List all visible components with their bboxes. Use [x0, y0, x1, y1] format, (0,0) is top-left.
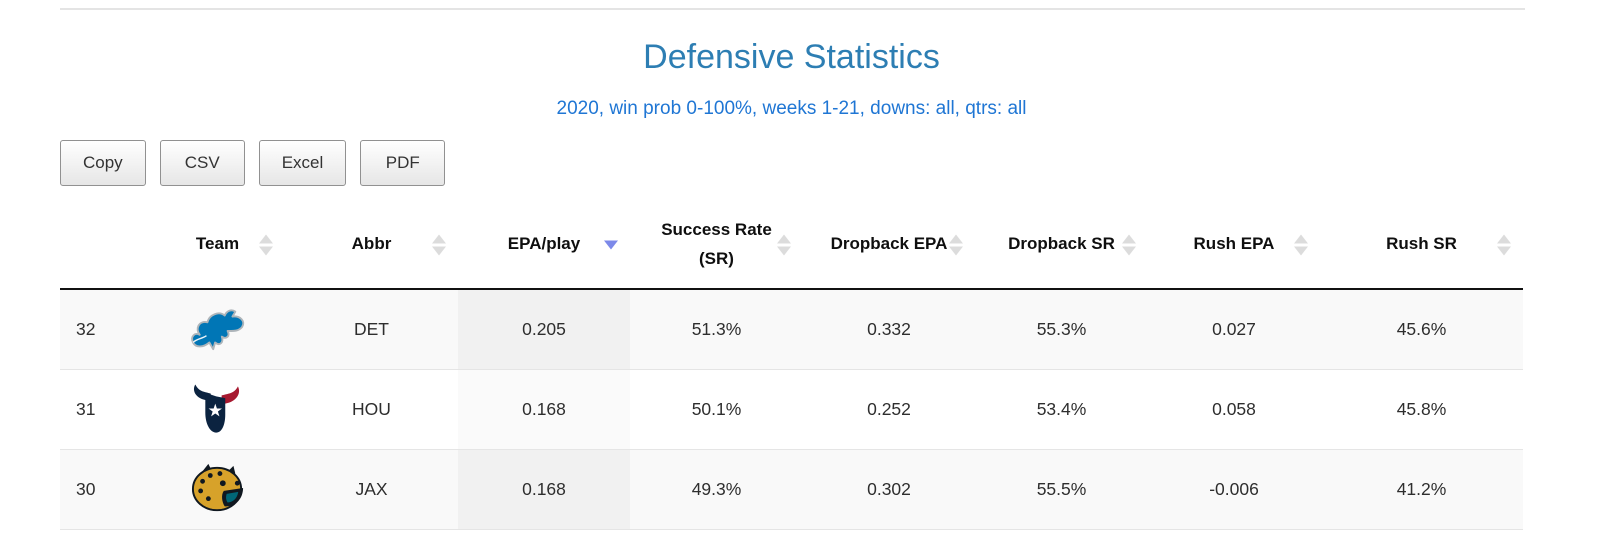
- header-rush-sr-label: Rush SR: [1386, 234, 1457, 254]
- page-title: Defensive Statistics: [643, 38, 940, 76]
- jacksonville-jaguars-logo-icon: [150, 462, 285, 516]
- abbr-cell: JAX: [285, 449, 458, 530]
- header-abbr[interactable]: Abbr: [285, 201, 458, 290]
- dropback-sr-cell: 55.3%: [975, 289, 1148, 370]
- houston-texans-logo-icon: [150, 380, 285, 438]
- success-rate-cell: 50.1%: [630, 369, 803, 450]
- defensive-stats-table: Team Abbr EPA/play Success Rate (SR) Dro…: [60, 201, 1523, 530]
- rush-epa-cell: 0.058: [1148, 369, 1320, 450]
- header-success-rate-label: Success Rate (SR): [661, 219, 772, 268]
- header-dropback-epa[interactable]: Dropback EPA: [803, 201, 975, 290]
- header-row: Team Abbr EPA/play Success Rate (SR) Dro…: [60, 201, 1523, 290]
- pdf-button[interactable]: PDF: [360, 140, 446, 186]
- rank-cell: 31: [60, 369, 150, 450]
- rush-epa-cell: -0.006: [1148, 449, 1320, 530]
- epa-play-cell: 0.168: [458, 369, 630, 450]
- table-row-det: 32 DET 0.205 51.3% 0.332 55.3% 0.027 45.…: [60, 289, 1523, 370]
- epa-play-cell: 0.168: [458, 449, 630, 530]
- success-rate-cell: 49.3%: [630, 449, 803, 530]
- header-dropback-sr-label: Dropback SR: [1008, 234, 1115, 254]
- table-row-hou: 31 HOU 0.168 50.1% 0.252 53.4%: [60, 369, 1523, 450]
- header-team[interactable]: Team: [150, 201, 285, 290]
- header-rank: [60, 201, 150, 290]
- sort-both-icon: [949, 234, 963, 255]
- table-row-jax: 30: [60, 449, 1523, 530]
- dropback-epa-cell: 0.252: [803, 369, 975, 450]
- abbr-cell: HOU: [285, 369, 458, 450]
- team-logo-cell: [150, 449, 285, 530]
- header-dropback-sr[interactable]: Dropback SR: [975, 201, 1148, 290]
- top-divider: [60, 8, 1525, 10]
- rank-cell: 32: [60, 289, 150, 370]
- header-abbr-label: Abbr: [351, 234, 392, 254]
- success-rate-cell: 51.3%: [630, 289, 803, 370]
- excel-button[interactable]: Excel: [258, 140, 347, 186]
- header-rush-sr[interactable]: Rush SR: [1320, 201, 1523, 290]
- sort-both-icon: [1497, 234, 1511, 255]
- detroit-lions-logo-icon: [150, 304, 285, 354]
- header-rush-epa[interactable]: Rush EPA: [1148, 201, 1320, 290]
- copy-button[interactable]: Copy: [60, 140, 146, 186]
- dropback-sr-cell: 53.4%: [975, 369, 1148, 450]
- csv-button[interactable]: CSV: [159, 140, 245, 186]
- page-subtitle: 2020, win prob 0-100%, weeks 1-21, downs…: [556, 98, 1027, 119]
- header-team-label: Team: [195, 234, 240, 254]
- defensive-statistics-page: Defensive Statistics 2020, win prob 0-10…: [0, 8, 1600, 540]
- rush-sr-cell: 41.2%: [1320, 449, 1523, 530]
- team-logo-cell: [150, 369, 285, 450]
- abbr-cell: DET: [285, 289, 458, 370]
- sort-both-icon: [1122, 234, 1136, 255]
- header-rush-epa-label: Rush EPA: [1193, 234, 1275, 254]
- sort-both-icon: [1294, 234, 1308, 255]
- sort-desc-icon: [604, 240, 618, 249]
- sort-both-icon: [259, 234, 273, 255]
- team-logo-cell: [150, 289, 285, 370]
- header-dropback-epa-label: Dropback EPA: [830, 234, 948, 254]
- export-toolbar: Copy CSV Excel PDF: [60, 140, 1600, 186]
- header-epa-play-label: EPA/play: [507, 234, 581, 254]
- rush-sr-cell: 45.8%: [1320, 369, 1523, 450]
- dropback-epa-cell: 0.332: [803, 289, 975, 370]
- header-success-rate[interactable]: Success Rate (SR): [630, 201, 803, 290]
- rank-cell: 30: [60, 449, 150, 530]
- sort-both-icon: [777, 234, 791, 255]
- dropback-sr-cell: 55.5%: [975, 449, 1148, 530]
- dropback-epa-cell: 0.302: [803, 449, 975, 530]
- epa-play-cell: 0.205: [458, 289, 630, 370]
- rush-sr-cell: 45.6%: [1320, 289, 1523, 370]
- header-epa-play[interactable]: EPA/play: [458, 201, 630, 290]
- rush-epa-cell: 0.027: [1148, 289, 1320, 370]
- sort-both-icon: [432, 234, 446, 255]
